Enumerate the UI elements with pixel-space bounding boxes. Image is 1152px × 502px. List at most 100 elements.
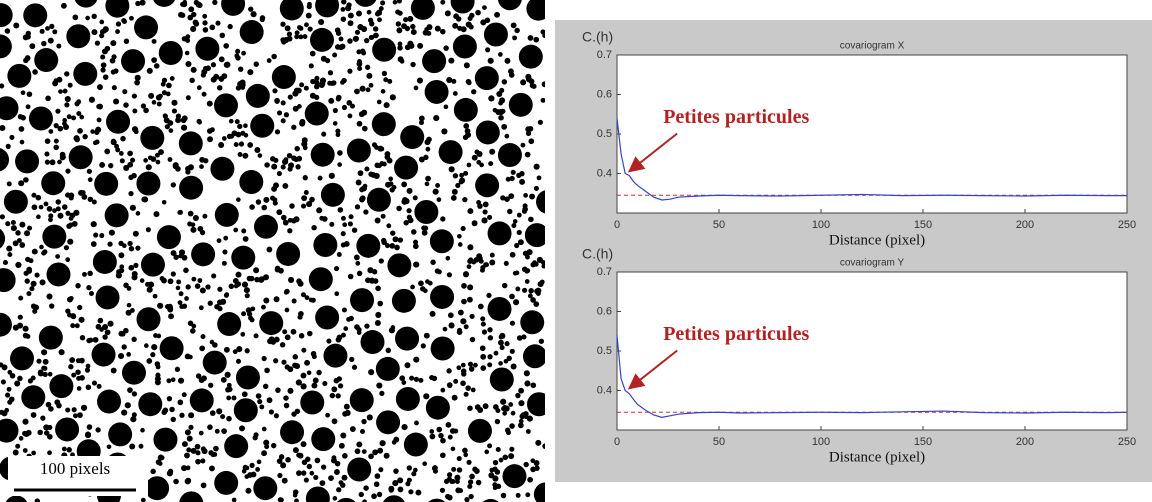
small-particle: [366, 9, 372, 15]
small-particle: [401, 423, 408, 431]
small-particle: [111, 85, 117, 91]
small-particle: [510, 410, 516, 416]
small-particle: [118, 151, 124, 156]
small-particle: [376, 9, 383, 16]
large-particle: [239, 20, 264, 45]
small-particle: [20, 90, 26, 96]
small-particle: [329, 81, 335, 86]
small-particle: [243, 287, 250, 294]
small-particle: [53, 123, 59, 129]
small-particle: [347, 68, 353, 74]
small-particle: [53, 78, 59, 84]
small-particle: [110, 139, 117, 146]
small-particle: [456, 329, 463, 335]
small-particle: [364, 323, 370, 329]
large-particle: [526, 392, 545, 417]
small-particle: [48, 129, 54, 134]
small-particle: [523, 370, 530, 377]
small-particle: [535, 439, 542, 446]
small-particle: [457, 233, 462, 239]
small-particle: [241, 228, 247, 234]
small-particle: [411, 229, 417, 235]
small-particle: [528, 78, 535, 85]
small-particle: [28, 258, 34, 264]
large-particle: [354, 0, 377, 7]
small-particle: [381, 70, 388, 77]
small-particle: [434, 25, 441, 32]
small-particle: [457, 242, 463, 247]
small-particle: [22, 418, 29, 425]
y-tick-label: 0.7: [597, 49, 612, 61]
small-particle: [46, 205, 53, 212]
small-particle: [217, 305, 223, 312]
small-particle: [286, 152, 293, 159]
small-particle: [338, 36, 344, 42]
small-particle: [76, 111, 82, 117]
small-particle: [222, 249, 228, 255]
small-particle: [184, 452, 190, 459]
small-particle: [130, 416, 137, 423]
small-particle: [257, 153, 263, 158]
small-particle: [108, 229, 115, 236]
small-particle: [235, 131, 242, 138]
small-particle: [39, 244, 44, 250]
small-particle: [392, 0, 398, 5]
small-particle: [15, 443, 21, 449]
small-particle: [286, 31, 293, 37]
small-particle: [356, 49, 362, 55]
small-particle: [187, 14, 194, 21]
y-tick-label: 0.4: [597, 167, 612, 179]
small-particle: [440, 452, 446, 459]
small-particle: [522, 287, 528, 293]
small-particle: [475, 9, 481, 16]
small-particle: [340, 80, 345, 85]
small-particle: [147, 155, 153, 161]
small-particle: [469, 12, 475, 19]
small-particle: [88, 96, 95, 103]
small-particle: [191, 276, 197, 282]
small-particle: [76, 386, 82, 391]
large-particle: [304, 101, 329, 126]
small-particle: [190, 328, 196, 334]
large-particle: [533, 482, 545, 502]
large-particle: [95, 285, 120, 310]
small-particle: [503, 358, 509, 364]
small-particle: [140, 427, 145, 433]
small-particle: [440, 0, 446, 5]
large-particle: [0, 34, 12, 59]
small-particle: [185, 60, 192, 68]
small-particle: [316, 369, 322, 376]
small-particle: [199, 164, 204, 169]
small-particle: [469, 473, 475, 480]
small-particle: [488, 95, 495, 102]
small-particle: [35, 194, 42, 201]
small-particle: [128, 264, 135, 271]
small-particle: [71, 220, 78, 227]
large-particle: [97, 389, 122, 414]
small-particle: [413, 356, 420, 363]
small-particle: [415, 489, 422, 496]
small-particle: [358, 111, 365, 118]
y-tick-label: 0.6: [597, 88, 612, 100]
small-particle: [340, 432, 347, 439]
small-particle: [356, 330, 362, 335]
small-particle: [205, 284, 211, 290]
small-particle: [17, 375, 23, 382]
small-particle: [518, 418, 524, 424]
scale-label: 100 pixels: [40, 459, 110, 478]
annotation-arrow: [627, 349, 678, 390]
small-particle: [385, 243, 390, 249]
small-particle: [523, 461, 529, 468]
small-particle: [300, 383, 307, 390]
small-particle: [165, 91, 171, 97]
small-particle: [403, 220, 409, 226]
small-particle: [218, 76, 225, 82]
small-particle: [23, 57, 29, 64]
large-particle: [310, 142, 335, 167]
small-particle: [143, 107, 149, 114]
small-particle: [129, 443, 136, 450]
small-particle: [61, 204, 68, 210]
small-particle: [504, 57, 511, 64]
small-particle: [151, 344, 158, 351]
small-particle: [143, 158, 148, 163]
